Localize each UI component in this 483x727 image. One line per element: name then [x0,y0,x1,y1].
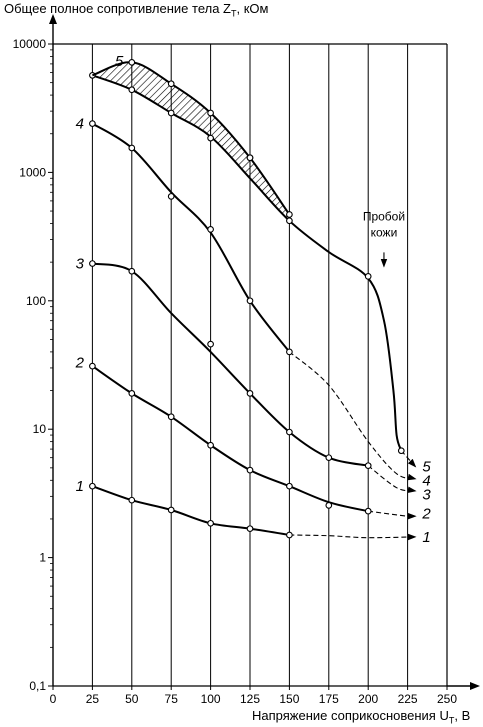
annotation-skin-breakdown: Пробой [363,209,405,223]
curve-label-1: 1 [76,478,84,495]
data-point-curve-4 [89,120,96,127]
data-point-curve-2 [286,482,293,490]
curve-4-dashed [289,351,417,481]
data-point-curve-1 [246,525,254,533]
curve-label-2-end: 2 [421,506,431,523]
data-point-curve-5 [364,273,372,280]
data-point-curve-5 [397,447,405,455]
data-point-curve-3 [364,462,372,470]
data-point-curve-3 [246,390,254,397]
curve-2-dashed [368,510,417,520]
curve-1-dashed [289,533,417,541]
data-point-curve-1 [128,496,136,504]
x-tick-label: 225 [398,692,418,706]
data-point-curve-4 [167,193,175,200]
x-tick-label: 150 [279,692,299,706]
data-point-curve-2 [325,502,333,509]
data-point-curve-5-upper [286,211,293,218]
y-tick-label: 100 [26,294,46,308]
x-tick-label: 25 [86,692,100,706]
y-tick-label: 0,1 [29,679,46,693]
data-point-curve-5-upper [167,80,175,88]
x-tick-label: 50 [125,692,139,706]
data-point-curve-3 [286,428,293,436]
data-point-curve-2 [207,441,214,449]
y-tick-label: 1000 [19,165,46,179]
annotation-skin-breakdown: кожи [371,225,398,239]
curve-3-solid [92,262,369,467]
curve-2-solid [91,365,369,513]
curve-3-dashed [367,465,417,494]
curve-label-4: 4 [76,116,84,133]
data-point-curve-3 [89,260,96,267]
data-point-curve-1 [286,531,293,539]
hatched-band-curve-5 [92,62,290,221]
curve-1-solid [92,485,290,536]
data-point-curve-2 [364,507,372,515]
data-point-curve-1 [167,506,175,514]
data-point-curve-1 [207,519,214,527]
data-point-curve-5-upper [246,154,254,162]
data-point-curve-5-upper [128,58,136,66]
curve-label-1-end: 1 [422,529,430,546]
curve-label-2: 2 [75,355,85,372]
data-point-curve-3 [207,340,214,348]
data-point-curve-5 [128,86,136,94]
x-tick-label: 100 [201,692,221,706]
curve-label-3-end: 3 [422,487,431,504]
x-tick-label: 175 [319,692,339,706]
y-axis-label: Общее полное сопротивление тела ZT, кОм [4,1,269,19]
curve-label-5-end: 5 [422,459,431,476]
data-point-curve-5-upper [207,109,214,117]
curve-label-4-end: 4 [422,472,430,489]
curve-label-5: 5 [115,53,124,70]
x-tick-label: 200 [358,692,378,706]
curve-label-3: 3 [76,256,85,273]
data-point-curve-5 [207,134,214,142]
y-tick-label: 10 [33,422,47,436]
x-axis-label: Напряжение соприкосновения UT, В [252,708,471,726]
x-tick-label: 125 [240,692,260,706]
curve-4-solid [91,122,291,353]
data-point-curve-1 [89,482,96,490]
x-axis-arrow [470,682,480,690]
x-tick-label: 75 [165,692,179,706]
data-point-curve-2 [167,413,175,421]
data-point-curve-4 [207,226,214,233]
data-point-curve-2 [89,362,96,370]
data-point-curve-3 [325,454,333,462]
y-axis-arrow [49,14,57,24]
y-tick-label: 1 [39,551,46,565]
data-point-curve-3 [128,267,136,275]
data-point-curve-2 [128,390,136,397]
data-point-curve-4 [286,348,293,356]
data-point-curve-4 [128,144,136,152]
y-tick-label: 10000 [13,37,47,51]
data-point-curve-5 [167,109,175,117]
data-point-curve-5 [286,217,293,225]
x-tick-label: 250 [437,692,457,706]
data-point-curve-2 [246,466,254,474]
x-tick-label: 0 [50,692,57,706]
data-point-curve-4 [246,297,254,305]
